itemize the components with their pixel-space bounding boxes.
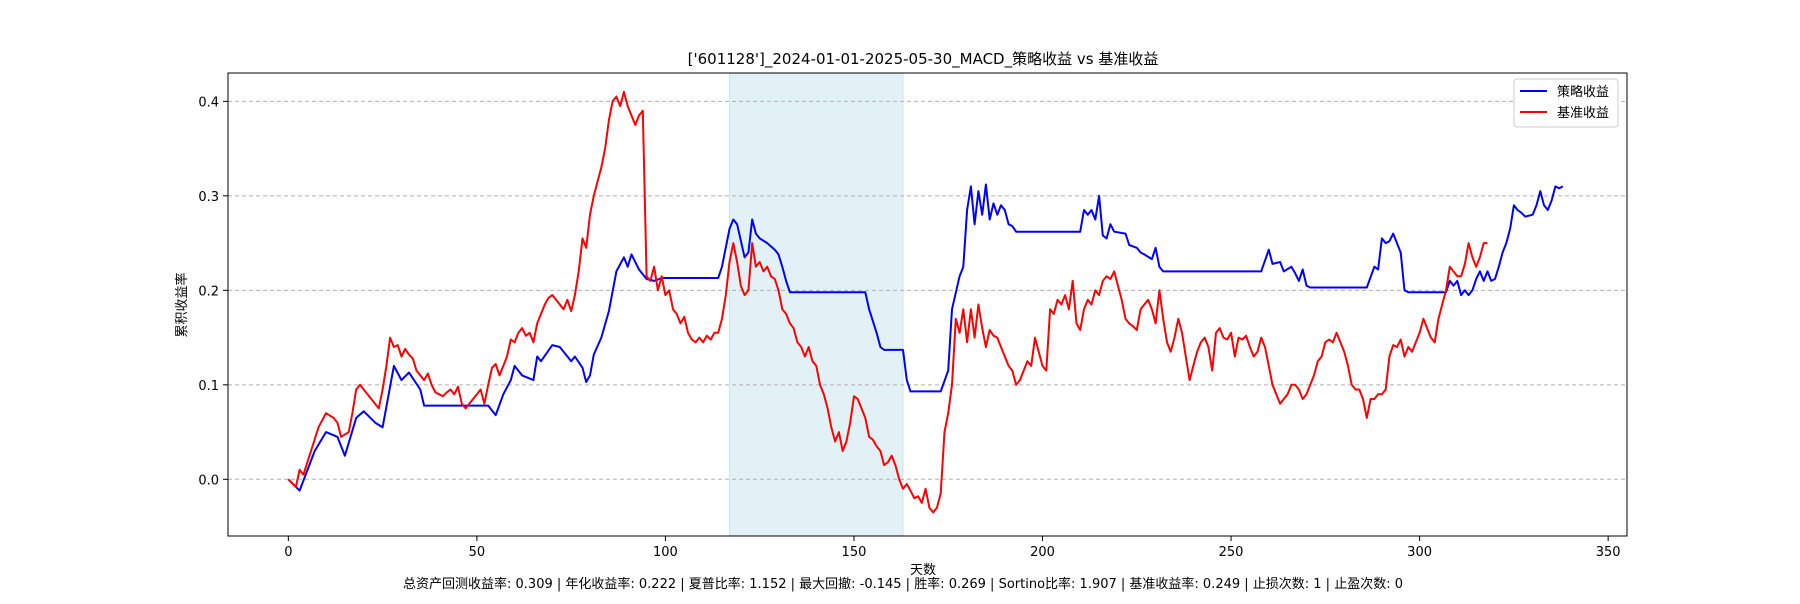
- legend: 策略收益 基准收益: [1513, 78, 1619, 128]
- y-axis-label: 累积收益率: [174, 272, 190, 337]
- series-line-strategy: [287, 183, 1564, 492]
- legend-label-benchmark: 基准收益: [1557, 106, 1609, 121]
- axes-layer: [227, 72, 1628, 537]
- x-tick-label: 350: [1596, 545, 1621, 560]
- footer-stats: 总资产回测收益率: 0.309 | 年化收益率: 0.222 | 夏普比率: 1…: [403, 576, 1403, 592]
- y-tick-label: 0.2: [198, 284, 219, 299]
- shaded-region: [729, 72, 904, 537]
- chart-title: ['601128']_2024-01-01-2025-05-30_MACD_策略…: [688, 50, 1159, 69]
- series-layer: [287, 90, 1564, 514]
- ticks-layer: 0.0 0.1 0.2 0.3 0.4 0 50 100 150 200 250 300 350: [198, 95, 1620, 560]
- plot-background: [228, 73, 1627, 536]
- x-tick-label: 100: [653, 545, 678, 560]
- y-tick-label: 0.1: [198, 379, 219, 394]
- legend-label-strategy: 策略收益: [1557, 84, 1609, 100]
- y-tick-label: 0.4: [198, 95, 219, 110]
- x-axis-label: 天数: [910, 563, 936, 578]
- x-tick-label: 150: [842, 545, 867, 560]
- x-tick-label: 50: [469, 545, 486, 560]
- x-tick-label: 200: [1030, 545, 1055, 560]
- y-tick-label: 0.0: [198, 473, 219, 488]
- x-tick-label: 0: [284, 545, 292, 560]
- x-tick-label: 300: [1407, 545, 1432, 560]
- plot-frame: [227, 72, 1628, 537]
- shaded-region-layer: [729, 72, 904, 537]
- plot-area: [228, 73, 1627, 536]
- grid-layer: [228, 100, 1627, 480]
- series-line-benchmark: [287, 90, 1488, 514]
- x-tick-label: 250: [1219, 545, 1244, 560]
- y-tick-label: 0.3: [198, 190, 219, 205]
